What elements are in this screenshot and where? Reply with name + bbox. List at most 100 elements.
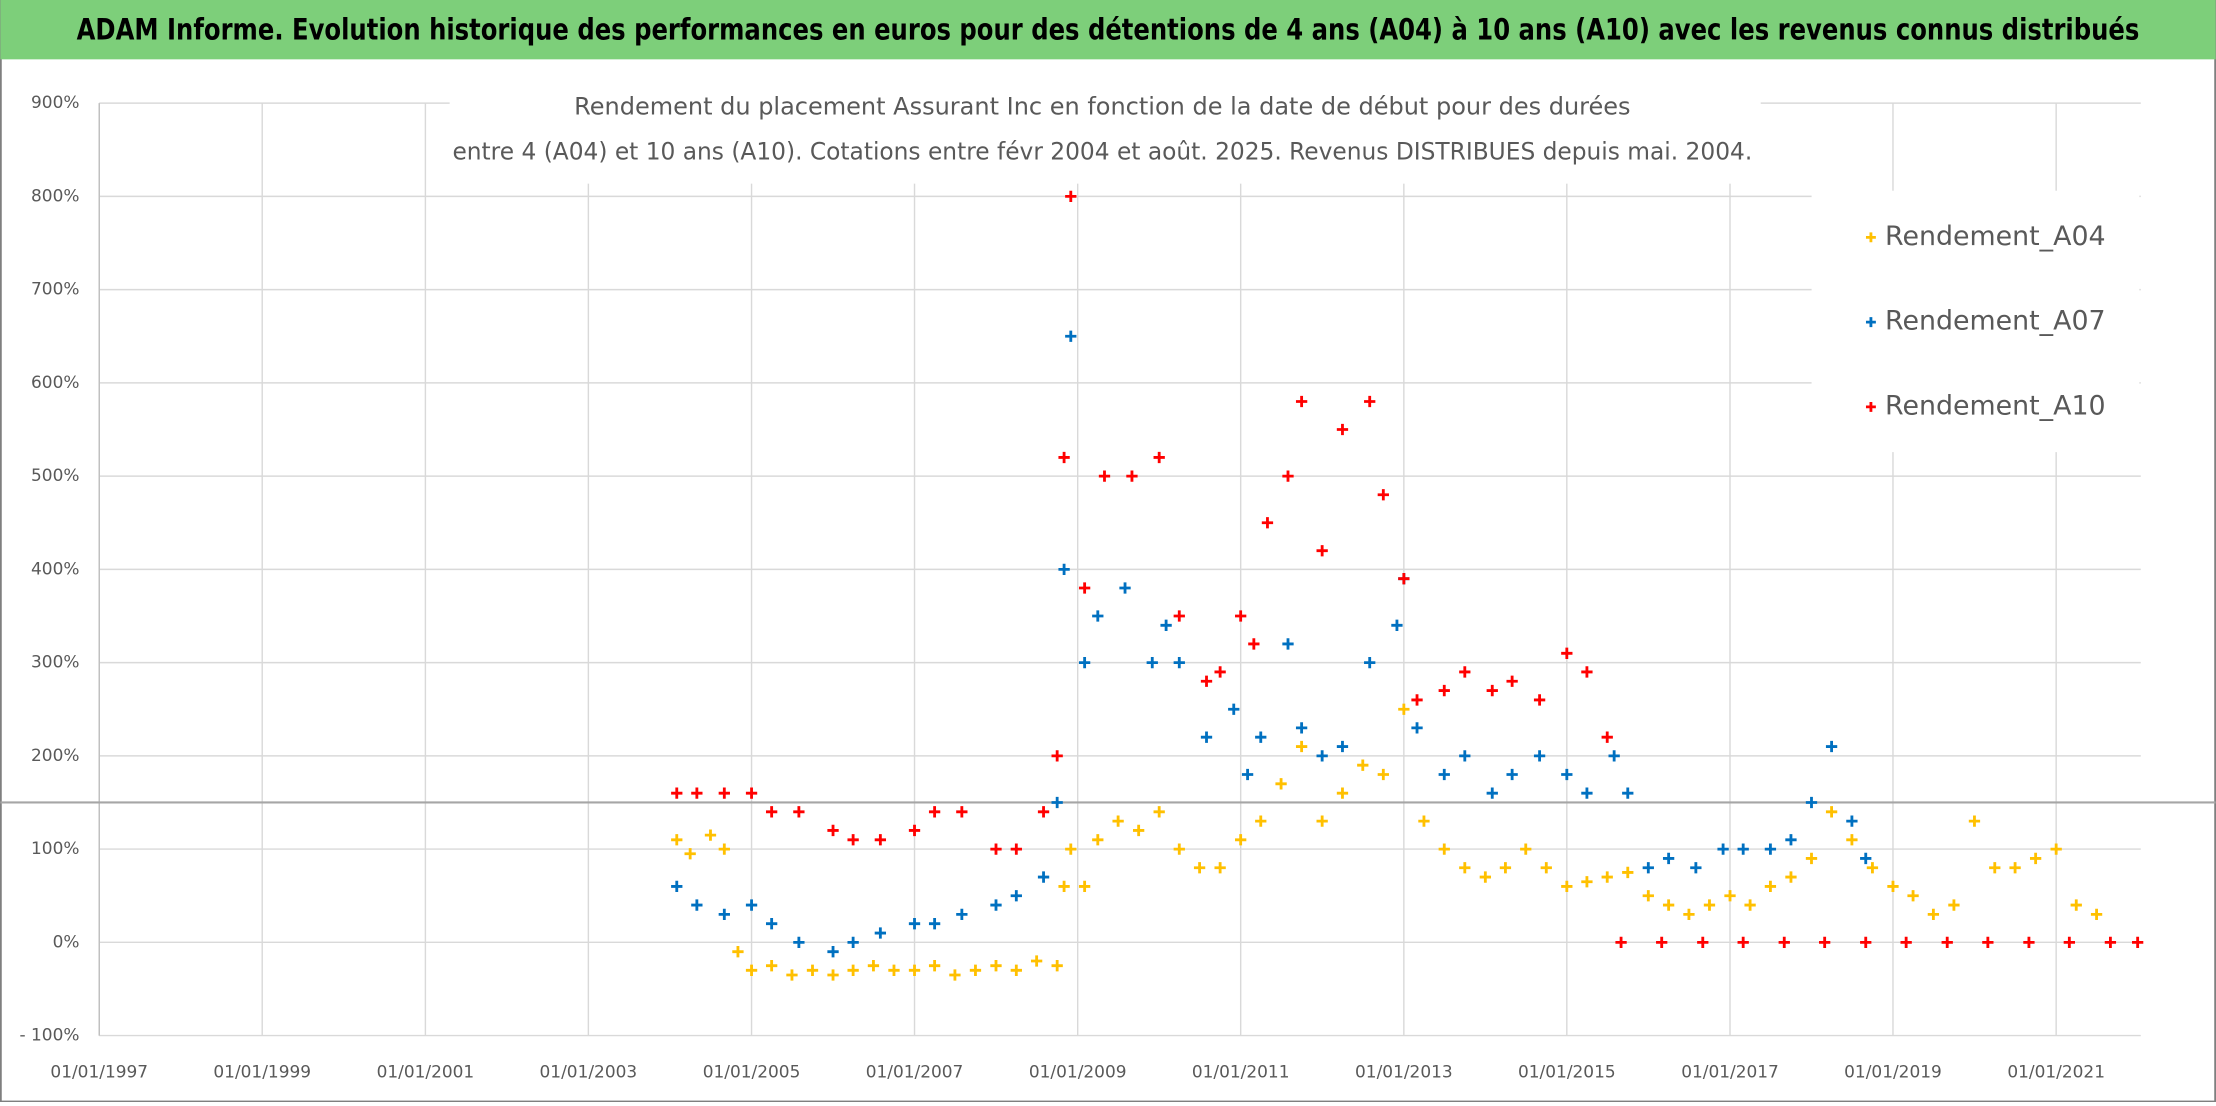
data-point <box>888 964 900 976</box>
data-point <box>1703 899 1716 911</box>
data-point <box>718 787 730 799</box>
x-tick-label: 01/01/2003 <box>540 1061 638 1081</box>
data-point <box>1010 964 1022 976</box>
data-point <box>827 824 839 837</box>
data-point <box>765 960 778 972</box>
data-point <box>1486 684 1498 697</box>
data-point <box>684 848 696 860</box>
data-point <box>1581 876 1593 888</box>
data-point <box>745 964 758 976</box>
data-point <box>1092 610 1104 622</box>
data-point <box>1459 750 1471 762</box>
data-point <box>949 969 961 981</box>
data-point <box>1805 852 1818 865</box>
data-point <box>1275 778 1287 790</box>
data-point <box>765 806 778 818</box>
data-point <box>1235 610 1247 622</box>
data-point <box>1255 731 1267 743</box>
data-point <box>1642 862 1654 874</box>
data-point <box>1282 470 1294 482</box>
y-tick-label: 300% <box>31 652 79 672</box>
x-tick-label: 01/01/2005 <box>703 1061 801 1081</box>
data-point <box>1561 768 1573 781</box>
data-point <box>990 843 1002 855</box>
data-point <box>1153 806 1165 818</box>
data-point <box>1438 843 1450 855</box>
data-point <box>1697 936 1709 949</box>
data-point <box>1010 843 1022 855</box>
data-point <box>793 806 805 818</box>
legend-marker <box>1865 401 1876 412</box>
data-point <box>2104 936 2117 949</box>
data-point <box>765 918 778 930</box>
data-point <box>1010 890 1022 902</box>
data-point <box>1173 843 1185 855</box>
data-point <box>1065 843 1077 855</box>
data-point <box>1065 190 1077 203</box>
data-point <box>745 787 758 799</box>
data-point <box>793 936 805 949</box>
data-point <box>1785 871 1797 883</box>
data-point <box>1336 423 1349 436</box>
legend-label: Rendement_A04 <box>1885 221 2106 252</box>
data-point <box>1418 815 1430 827</box>
data-point <box>1662 899 1675 911</box>
data-point <box>1438 768 1450 781</box>
data-point <box>1200 731 1213 743</box>
data-point <box>1438 684 1450 697</box>
data-point <box>956 908 968 921</box>
data-point <box>990 899 1002 911</box>
data-point <box>1316 545 1328 557</box>
data-point <box>1255 815 1267 827</box>
data-point <box>1160 619 1172 631</box>
data-point <box>1900 936 1912 949</box>
data-point <box>671 880 683 893</box>
data-point <box>1846 815 1858 827</box>
data-point <box>1506 768 1518 781</box>
data-point <box>1785 834 1797 846</box>
data-point <box>2050 843 2062 855</box>
plot-area: - 100% 0% 100% 200% 300% 400% 500% 600% 700% 800%… <box>0 92 2216 1081</box>
data-point <box>1520 843 1532 855</box>
data-point <box>867 960 880 972</box>
data-point <box>1173 610 1185 622</box>
data-point <box>1778 936 1790 949</box>
data-point <box>1377 768 1389 781</box>
y-tick-label: 0% <box>53 931 80 951</box>
data-point <box>1058 880 1070 893</box>
data-point <box>1261 517 1274 529</box>
data-point <box>1058 563 1070 576</box>
data-point <box>1336 787 1349 799</box>
data-point <box>1989 862 2001 874</box>
data-point <box>847 834 859 846</box>
data-point <box>1601 871 1613 883</box>
data-point <box>1690 862 1702 874</box>
data-point <box>1058 451 1070 464</box>
data-point <box>1295 722 1308 734</box>
data-point <box>671 787 683 799</box>
data-point <box>1037 806 1050 818</box>
data-point <box>1642 890 1654 902</box>
data-point <box>847 964 859 976</box>
data-point <box>928 918 941 930</box>
data-point <box>1941 936 1953 949</box>
chart-title: Rendement du placement Assurant Inc en f… <box>574 92 1630 120</box>
y-tick-label: 500% <box>31 465 79 485</box>
data-point <box>704 829 717 841</box>
data-point <box>2090 908 2103 921</box>
data-point <box>969 964 982 976</box>
data-point <box>2009 862 2021 874</box>
y-tick-label: 800% <box>31 185 79 205</box>
data-point <box>1051 960 1063 972</box>
data-point <box>2063 936 2075 949</box>
data-point <box>1982 936 1994 949</box>
data-point <box>1316 750 1328 762</box>
data-point <box>1030 955 1043 967</box>
data-point <box>1968 815 1981 827</box>
data-point <box>1737 843 1749 855</box>
y-tick-label: - 100% <box>20 1025 80 1045</box>
data-point <box>1078 880 1091 893</box>
data-point <box>1662 852 1675 865</box>
data-point <box>1683 908 1695 921</box>
